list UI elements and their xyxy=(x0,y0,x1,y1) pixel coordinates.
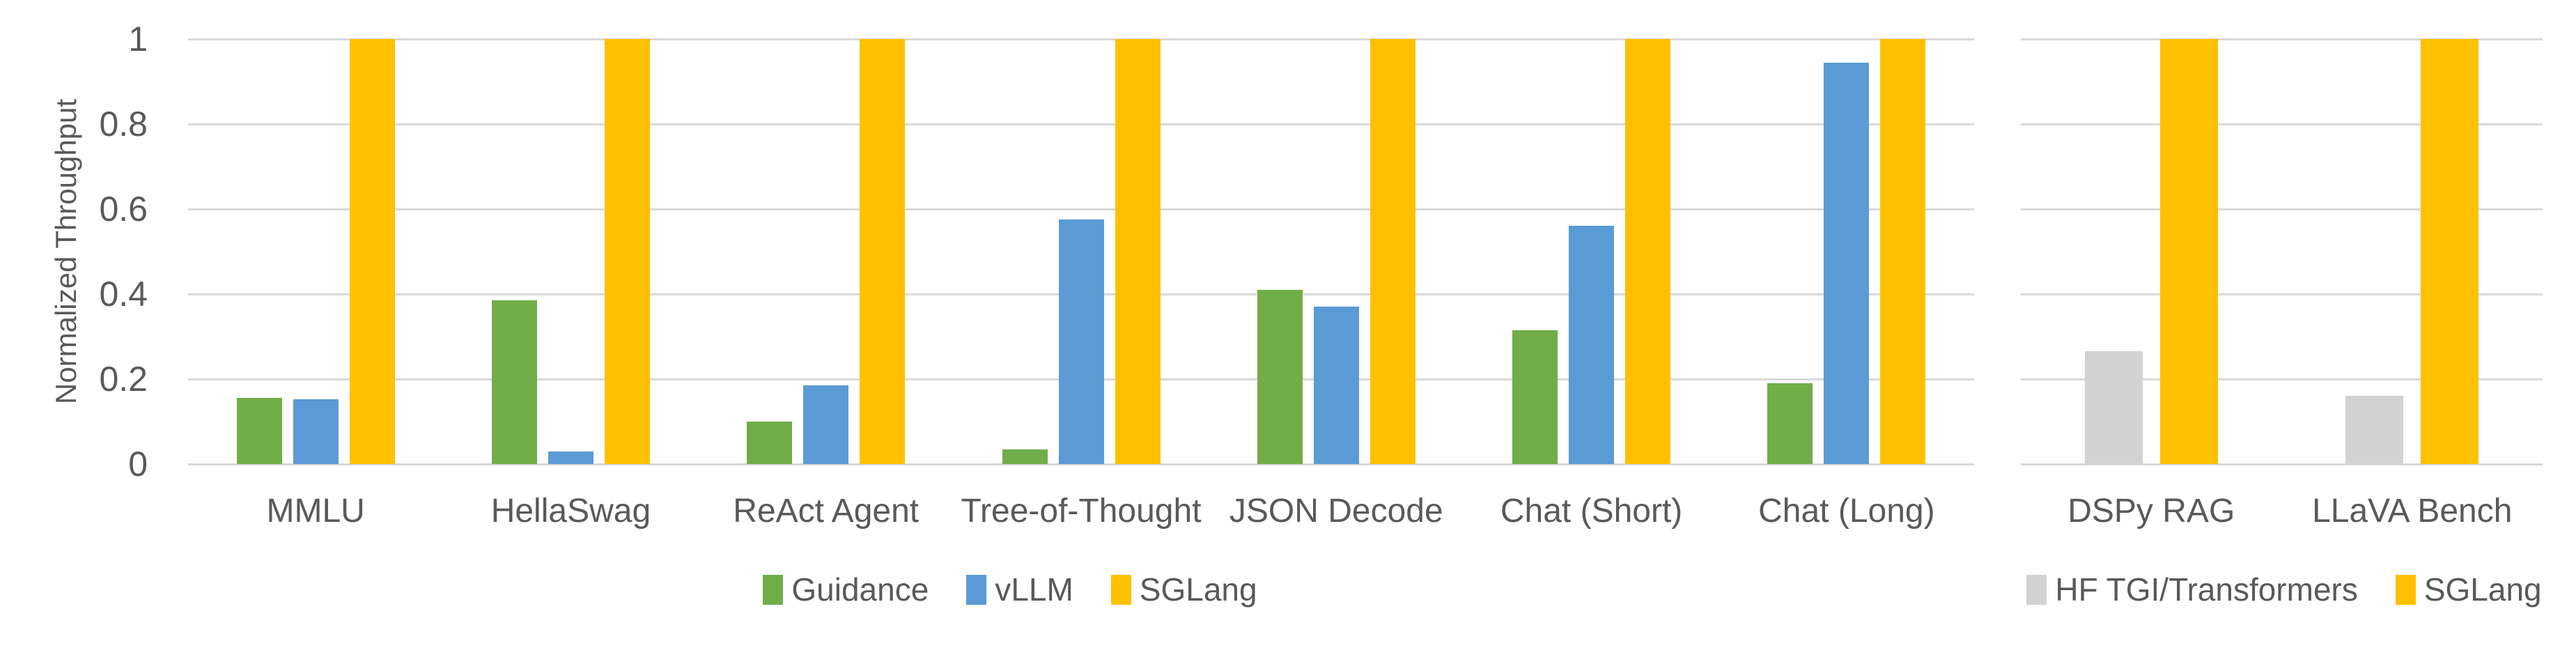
y-tick-label-0-8: 0.8 xyxy=(99,105,148,144)
legend-item-vllm: vLLM xyxy=(966,571,1073,608)
bar-vllm-json-decode xyxy=(1313,307,1359,464)
x-label-chat-short: Chat (Short) xyxy=(1500,493,1683,530)
legend-item-sglang: SGLang xyxy=(1110,571,1257,608)
legend-left-chart: Guidance vLLM SGLang xyxy=(28,565,1992,614)
legend-label-guidance: Guidance xyxy=(791,571,929,608)
bar-vllm-react-agent xyxy=(803,385,849,464)
bar-sglang-hellaswag xyxy=(604,39,650,464)
bar-vllm-chat-short xyxy=(1569,226,1615,464)
bar-sglang-chat-short xyxy=(1625,39,1671,464)
bar-guidance-tree-of-thought xyxy=(1002,449,1048,464)
bar-sglang-tree-of-thought xyxy=(1115,39,1161,464)
bar-sglang-json-decode xyxy=(1370,39,1415,464)
bar-sglang-react-agent xyxy=(860,39,906,464)
bar-guidance-chat-long xyxy=(1767,383,1813,464)
legend-swatch-guidance xyxy=(763,574,784,605)
x-label-chat-long: Chat (Long) xyxy=(1758,493,1935,530)
gridline-0.2 xyxy=(2021,378,2543,380)
gridline-0.8 xyxy=(2021,123,2543,125)
legend-swatch-hf-tgi-transformers xyxy=(2026,574,2047,605)
y-tick-label-1: 1 xyxy=(128,20,148,59)
bar-vllm-hellaswag xyxy=(548,451,593,464)
bar-hf-tgi-transformers-dspy-rag xyxy=(2084,351,2143,464)
legend-label-sglang: SGLang xyxy=(2423,571,2542,608)
legend-right-chart: HF TGI/Transformers SGLang xyxy=(1992,565,2576,614)
legend-swatch-vllm xyxy=(966,574,987,605)
legend-item-sglang: SGLang xyxy=(2395,571,2542,608)
y-tick-label-0-4: 0.4 xyxy=(99,275,148,314)
x-label-llava-bench: LLaVA Bench xyxy=(2312,493,2513,530)
x-label-hellaswag: HellaSwag xyxy=(490,493,651,530)
legend-label-vllm: vLLM xyxy=(995,571,1073,608)
legend-label-sglang: SGLang xyxy=(1139,571,1257,608)
bar-guidance-react-agent xyxy=(747,422,793,464)
legend-item-hf-tgi-transformers: HF TGI/Transformers xyxy=(2026,571,2358,608)
y-tick-label-0: 0 xyxy=(128,445,148,484)
bar-sglang-chat-long xyxy=(1880,39,1926,464)
x-label-mmlu: MMLU xyxy=(266,493,365,530)
x-label-react-agent: ReAct Agent xyxy=(733,493,920,530)
legend-swatch-sglang xyxy=(1110,574,1131,605)
gridline-1 xyxy=(188,38,1974,40)
gridline-0 xyxy=(188,463,1974,465)
gridline-0 xyxy=(2021,463,2543,465)
gridline-0.6 xyxy=(2021,208,2543,210)
gridline-1 xyxy=(2021,38,2543,40)
x-label-dspy-rag: DSPy RAG xyxy=(2067,493,2235,530)
bar-vllm-chat-long xyxy=(1824,62,1870,464)
legend-item-guidance: Guidance xyxy=(763,571,929,608)
y-tick-label-0-2: 0.2 xyxy=(99,360,148,399)
bar-vllm-mmlu xyxy=(293,399,339,464)
bar-guidance-json-decode xyxy=(1257,289,1303,464)
bar-guidance-hellaswag xyxy=(491,300,537,464)
bar-guidance-chat-short xyxy=(1512,330,1558,464)
legend-label-hf-tgi-transformers: HF TGI/Transformers xyxy=(2055,571,2358,608)
x-label-tree-of-thought: Tree-of-Thought xyxy=(961,493,1202,530)
x-label-json-decode: JSON Decode xyxy=(1229,493,1443,530)
bar-sglang-mmlu xyxy=(349,39,395,464)
bar-sglang-dspy-rag xyxy=(2159,39,2218,464)
bar-sglang-llava-bench xyxy=(2421,39,2479,464)
legend-swatch-sglang xyxy=(2395,574,2416,605)
gridline-0.4 xyxy=(2021,293,2543,295)
gridline-0.8 xyxy=(188,123,1974,125)
y-tick-label-0-6: 0.6 xyxy=(99,190,148,229)
bar-vllm-tree-of-thought xyxy=(1058,219,1104,464)
bar-hf-tgi-transformers-llava-bench xyxy=(2345,396,2404,464)
gridline-0.6 xyxy=(188,208,1974,210)
bar-guidance-mmlu xyxy=(236,398,282,464)
